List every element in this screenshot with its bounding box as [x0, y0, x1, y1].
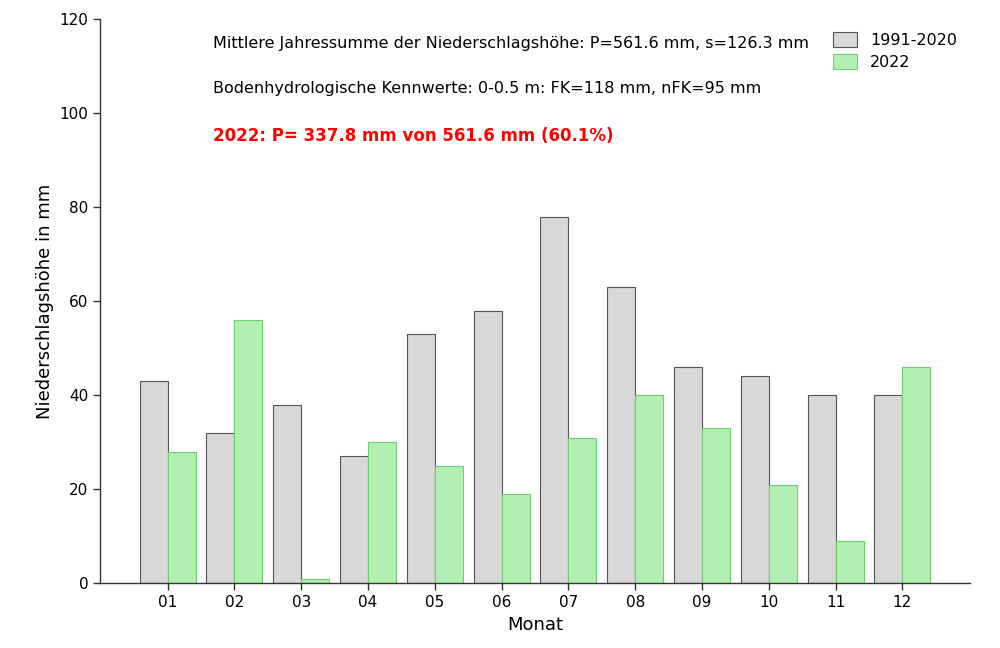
Bar — [808, 395, 836, 583]
Bar — [741, 376, 769, 583]
Legend: 1991-2020, 2022: 1991-2020, 2022 — [829, 27, 962, 75]
Bar — [140, 381, 168, 583]
Bar — [301, 579, 329, 583]
Bar — [168, 452, 196, 583]
Bar — [635, 395, 663, 583]
Text: 2022: P= 337.8 mm von 561.6 mm (60.1%): 2022: P= 337.8 mm von 561.6 mm (60.1%) — [213, 126, 614, 145]
Bar — [368, 443, 396, 583]
Bar — [568, 437, 596, 583]
X-axis label: Monat: Monat — [507, 616, 563, 634]
Bar — [273, 404, 301, 583]
Bar — [435, 466, 463, 583]
Text: Mittlere Jahressumme der Niederschlagshöhe: P=561.6 mm, s=126.3 mm: Mittlere Jahressumme der Niederschlagshö… — [213, 36, 809, 51]
Bar — [702, 428, 730, 583]
Bar — [874, 395, 902, 583]
Bar — [902, 367, 930, 583]
Bar — [234, 320, 262, 583]
Bar — [540, 217, 568, 583]
Bar — [674, 367, 702, 583]
Bar — [340, 456, 368, 583]
Bar — [407, 334, 435, 583]
Y-axis label: Niederschlagshöhe in mm: Niederschlagshöhe in mm — [36, 183, 54, 419]
Bar — [502, 494, 530, 583]
Bar — [607, 287, 635, 583]
Bar — [474, 311, 502, 583]
Bar — [769, 485, 797, 583]
Text: Bodenhydrologische Kennwerte: 0-0.5 m: FK=118 mm, nFK=95 mm: Bodenhydrologische Kennwerte: 0-0.5 m: F… — [213, 82, 761, 97]
Bar — [206, 433, 234, 583]
Bar — [836, 541, 864, 583]
